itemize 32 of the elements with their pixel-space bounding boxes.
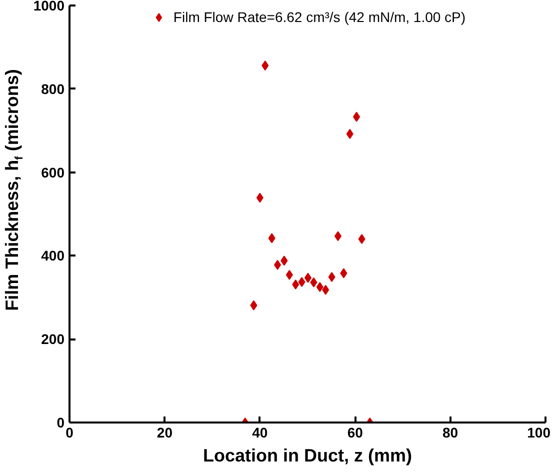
point (256, 192, 264, 203)
point (292, 279, 300, 290)
y-tick-label: 200 (41, 331, 65, 348)
point (310, 277, 318, 288)
point (274, 260, 282, 270)
point (280, 256, 288, 266)
point (268, 233, 276, 244)
legend-label: Film Flow Rate=6.62 cm³/s (42 mN/m, 1.00 cP) (173, 9, 466, 25)
point (316, 282, 324, 292)
y-tick-label: 600 (41, 164, 65, 180)
y-tick-label: 400 (41, 248, 65, 264)
point (322, 284, 330, 295)
point (334, 231, 342, 242)
point (262, 60, 269, 71)
point (298, 276, 306, 287)
y-tick-label: 0 (56, 414, 65, 430)
x-axis-title: Location in Duct, z (mm) (203, 446, 412, 466)
x-tick-label: 80 (442, 424, 458, 440)
point (328, 272, 336, 282)
x-tick-label: 100 (527, 424, 551, 440)
point (304, 272, 312, 283)
point (250, 300, 258, 310)
x-tick-label: 20 (156, 424, 173, 440)
point (340, 268, 348, 278)
x-tick-label: 40 (252, 424, 268, 440)
point (358, 234, 366, 244)
point (286, 270, 293, 280)
x-tick-label: 60 (347, 424, 364, 440)
point (353, 112, 360, 122)
y-tick-label: 1000 (33, 0, 65, 14)
point (346, 128, 354, 139)
y-tick-label: 800 (41, 80, 65, 97)
